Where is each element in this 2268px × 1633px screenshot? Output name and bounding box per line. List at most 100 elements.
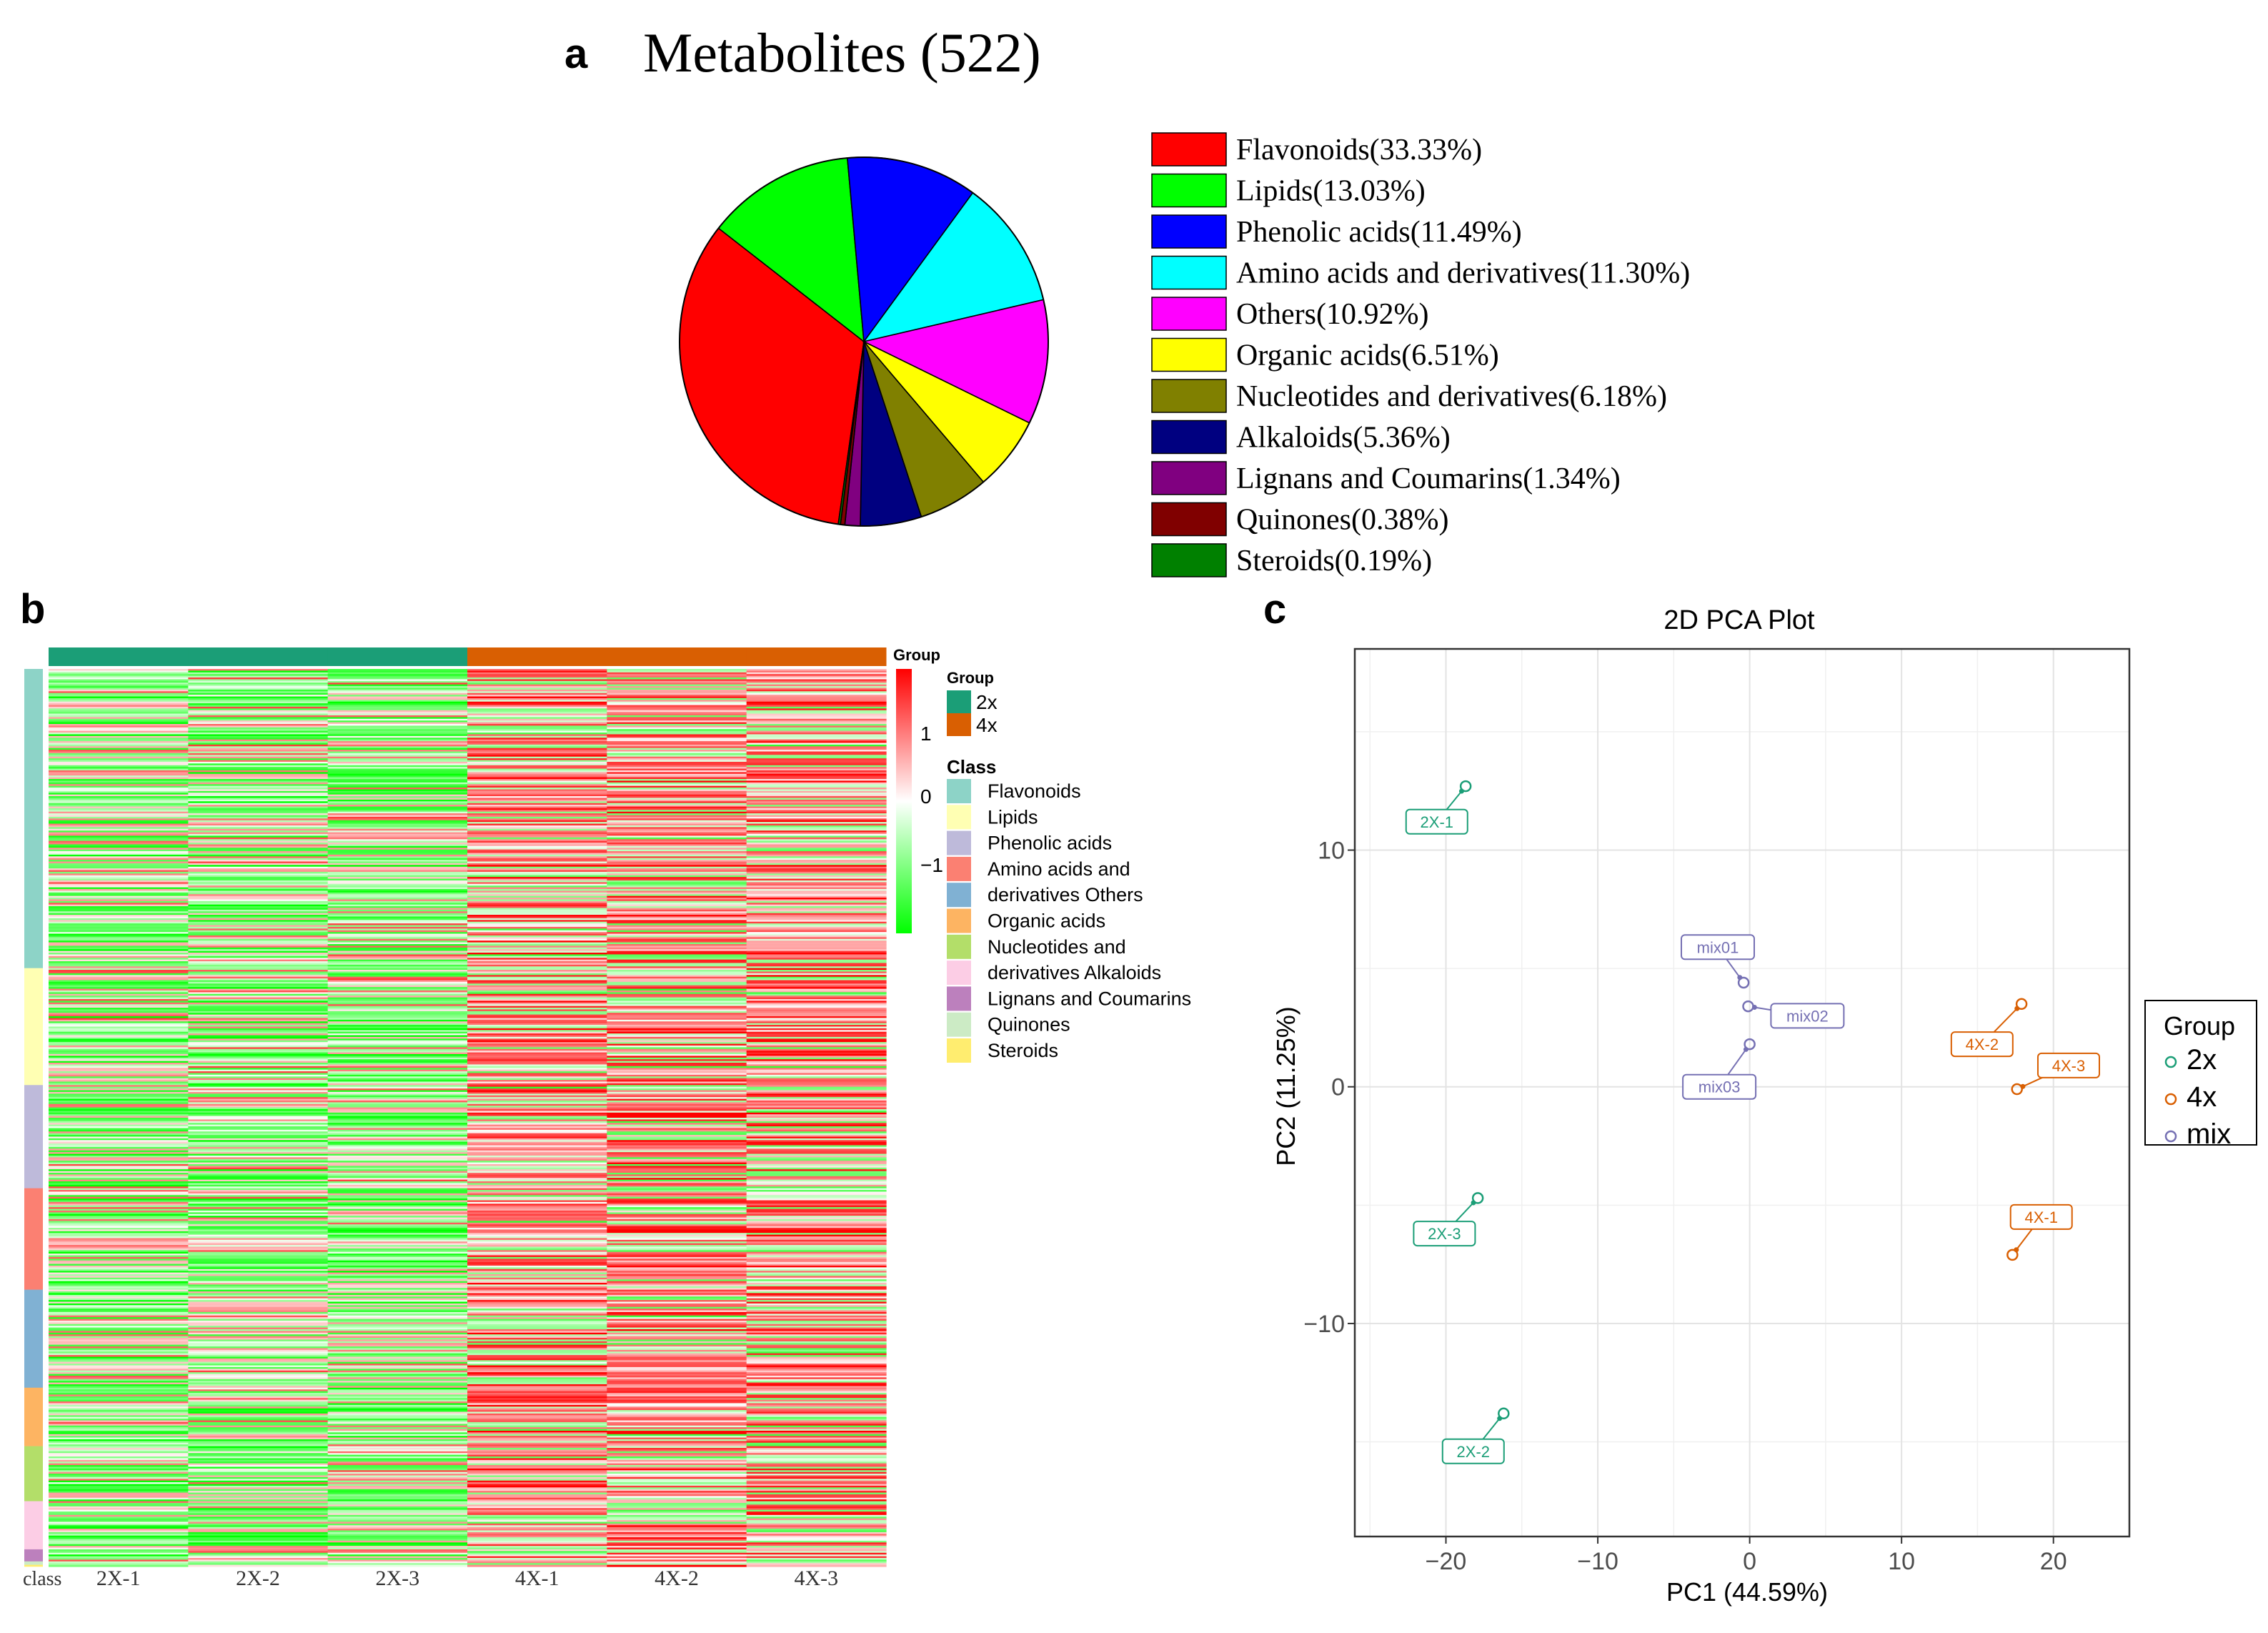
- heatmap-cell: [607, 1372, 747, 1375]
- heatmap-cell: [327, 1475, 468, 1478]
- heatmap-cell: [467, 947, 607, 950]
- heatmap-cell: [49, 1243, 189, 1246]
- heatmap-cell: [188, 1216, 329, 1218]
- heatmap-cell: [327, 1026, 468, 1029]
- heatmap-cell: [188, 793, 329, 795]
- heatmap-cell: [746, 1057, 887, 1060]
- pca-legend-label-2: mix: [2187, 1118, 2231, 1150]
- heatmap-cell: [49, 1309, 189, 1311]
- heatmap-cell: [467, 983, 607, 986]
- class-bar-segment-8: [24, 1549, 43, 1562]
- heatmap-cell: [746, 971, 887, 974]
- heatmap-cell: [746, 985, 887, 988]
- heatmap-cell: [746, 1169, 887, 1172]
- heatmap-cell: [467, 966, 607, 969]
- heatmap-cell: [607, 1508, 747, 1511]
- heatmap-cell: [49, 1410, 189, 1413]
- heatmap-cell: [607, 1406, 747, 1409]
- heatmap-cell: [607, 1471, 747, 1474]
- heatmap-cell: [467, 1315, 607, 1318]
- heatmap-cell: [746, 1239, 887, 1242]
- heatmap-cell: [467, 1081, 607, 1084]
- heatmap-cell: [607, 1068, 747, 1071]
- heatmap-cell: [607, 1416, 747, 1419]
- heatmap-cell: [746, 950, 887, 953]
- heatmap-cell: [327, 1326, 468, 1329]
- heatmap-cell: [746, 1036, 887, 1039]
- heatmap-cell: [49, 1116, 189, 1118]
- heatmap-cell: [188, 1052, 329, 1055]
- heatmap-cell: [49, 1554, 189, 1557]
- heatmap-cell: [188, 1314, 329, 1316]
- heatmap-cell: [49, 799, 189, 802]
- heatmap-cell: [49, 958, 189, 961]
- heatmap-cell: [188, 1188, 329, 1191]
- heatmap-cell: [327, 1439, 468, 1441]
- heatmap-cell: [467, 1274, 607, 1276]
- heatmap-cell: [49, 935, 189, 938]
- heatmap-cell: [188, 964, 329, 967]
- heatmap-cell: [607, 823, 747, 826]
- heatmap-cell: [467, 1539, 607, 1542]
- heatmap-cell: [467, 1071, 607, 1074]
- heatmap-cell: [467, 992, 607, 995]
- heatmap-cell: [607, 1517, 747, 1519]
- heatmap-cell: [467, 1559, 607, 1562]
- heatmap-cell: [607, 1327, 747, 1330]
- heatmap-cell: [327, 1320, 468, 1323]
- heatmap-cell: [746, 810, 887, 813]
- heatmap-cell: [607, 1461, 747, 1464]
- heatmap-cell: [467, 712, 607, 715]
- heatmap-cell: [746, 1233, 887, 1236]
- heatmap-cell: [49, 1525, 189, 1528]
- heatmap-cell: [188, 1465, 329, 1468]
- heatmap-cell: [746, 1184, 887, 1187]
- heatmap-cell: [607, 916, 747, 919]
- heatmap-cell: [607, 1277, 747, 1280]
- heatmap-cell: [746, 1272, 887, 1275]
- heatmap-cell: [327, 1205, 468, 1208]
- heatmap-cell: [467, 1387, 607, 1390]
- heatmap-cell: [467, 950, 607, 953]
- heatmap-cell: [467, 1331, 607, 1334]
- heatmap-cell: [746, 988, 887, 991]
- heatmap-cell: [607, 1306, 747, 1309]
- heatmap-cell: [607, 1013, 747, 1016]
- heatmap-cell: [327, 940, 468, 943]
- heatmap-cell: [49, 981, 189, 984]
- heatmap-cell: [746, 1491, 887, 1494]
- heatmap-column-label-3: 4X-1: [515, 1567, 559, 1590]
- heatmap-cell: [327, 1381, 468, 1384]
- heatmap-cell: [746, 1470, 887, 1473]
- heatmap-cell: [746, 959, 887, 962]
- heatmap-cell: [188, 918, 329, 920]
- heatmap-cell: [607, 688, 747, 690]
- heatmap-cell: [188, 1331, 329, 1334]
- heatmap-cell: [467, 1233, 607, 1236]
- heatmap-cell: [327, 1158, 468, 1161]
- heatmap-cell: [327, 835, 468, 838]
- heatmap-cell: [746, 1086, 887, 1089]
- heatmap-cell: [467, 700, 607, 703]
- heatmap-cell: [188, 892, 329, 895]
- heatmap-cell: [607, 1124, 747, 1127]
- scale-legend-title: Group: [893, 646, 940, 664]
- heatmap-cell: [327, 1506, 468, 1509]
- heatmap-cell: [49, 925, 189, 928]
- group-legend-label-1: 4x: [976, 714, 998, 736]
- heatmap-cell: [746, 880, 887, 883]
- heatmap-cell: [188, 1410, 329, 1413]
- heatmap-cell: [467, 1153, 607, 1156]
- heatmap-cell: [746, 803, 887, 805]
- heatmap-cell: [746, 1108, 887, 1111]
- heatmap-cell: [746, 1499, 887, 1502]
- heatmap-cell: [188, 935, 329, 938]
- heatmap-cell: [746, 1509, 887, 1512]
- heatmap-cell: [327, 970, 468, 973]
- class-legend-title: Class: [947, 756, 996, 778]
- heatmap-cell: [467, 1384, 607, 1386]
- heatmap-cell: [607, 1439, 747, 1441]
- heatmap-cell: [607, 1200, 747, 1203]
- heatmap-cell: [607, 1487, 747, 1490]
- heatmap-cell: [49, 863, 189, 865]
